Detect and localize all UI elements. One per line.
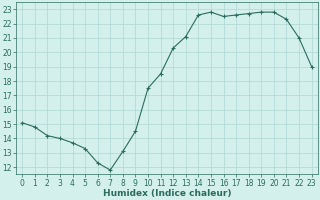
X-axis label: Humidex (Indice chaleur): Humidex (Indice chaleur): [103, 189, 231, 198]
